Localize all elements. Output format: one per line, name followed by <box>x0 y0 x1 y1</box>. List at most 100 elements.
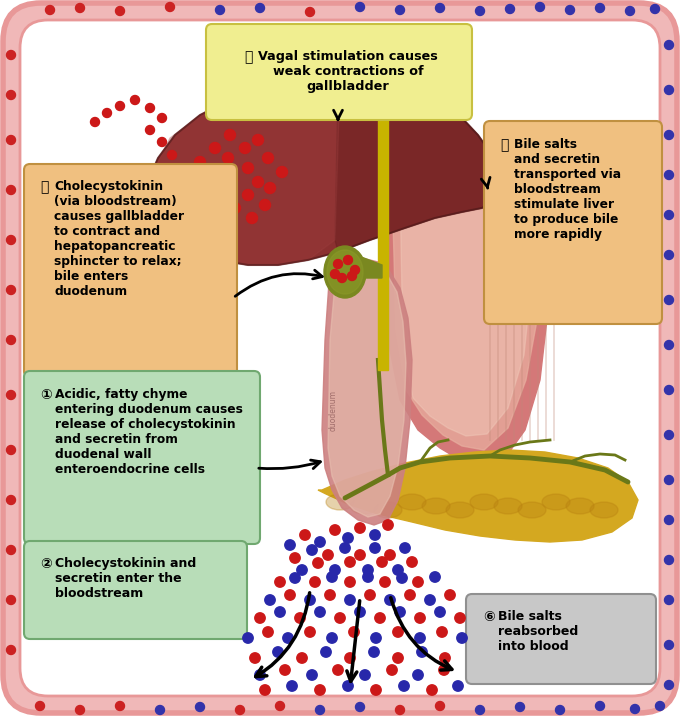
Circle shape <box>239 142 250 153</box>
Circle shape <box>355 523 365 533</box>
Circle shape <box>262 626 273 637</box>
Circle shape <box>396 6 405 14</box>
Circle shape <box>7 546 16 554</box>
Circle shape <box>7 336 16 344</box>
Ellipse shape <box>470 494 498 510</box>
Circle shape <box>222 153 233 163</box>
Circle shape <box>327 633 337 643</box>
Polygon shape <box>340 250 382 278</box>
Circle shape <box>350 266 360 274</box>
Circle shape <box>158 137 167 147</box>
Circle shape <box>664 341 673 349</box>
Polygon shape <box>143 82 340 265</box>
Circle shape <box>75 4 84 12</box>
Circle shape <box>327 572 337 582</box>
FancyBboxPatch shape <box>24 371 260 544</box>
Circle shape <box>343 256 352 264</box>
Ellipse shape <box>518 502 546 518</box>
FancyBboxPatch shape <box>24 541 247 639</box>
Circle shape <box>335 613 345 623</box>
Circle shape <box>435 4 445 12</box>
Circle shape <box>224 130 235 140</box>
Circle shape <box>275 606 285 617</box>
Circle shape <box>158 114 167 122</box>
Circle shape <box>345 577 355 587</box>
Polygon shape <box>328 262 406 517</box>
Circle shape <box>626 6 634 16</box>
Polygon shape <box>322 258 412 525</box>
Circle shape <box>131 95 139 105</box>
Ellipse shape <box>374 502 402 518</box>
Circle shape <box>333 259 343 268</box>
Circle shape <box>35 702 44 710</box>
Circle shape <box>664 385 673 395</box>
Circle shape <box>405 590 415 600</box>
Circle shape <box>596 4 605 12</box>
Circle shape <box>255 613 265 623</box>
Circle shape <box>347 271 356 281</box>
Circle shape <box>360 669 370 680</box>
Circle shape <box>664 680 673 690</box>
Circle shape <box>255 669 265 680</box>
Circle shape <box>333 664 343 675</box>
Circle shape <box>363 572 373 582</box>
Circle shape <box>313 558 323 569</box>
Circle shape <box>664 516 673 525</box>
Circle shape <box>305 626 316 637</box>
Circle shape <box>116 102 124 110</box>
Ellipse shape <box>494 498 522 514</box>
Circle shape <box>413 669 423 680</box>
Circle shape <box>325 590 335 600</box>
Circle shape <box>262 153 273 163</box>
Circle shape <box>343 533 353 543</box>
Circle shape <box>345 557 355 567</box>
Circle shape <box>7 90 16 100</box>
Circle shape <box>46 6 54 14</box>
Circle shape <box>235 705 245 715</box>
Polygon shape <box>335 82 500 252</box>
Circle shape <box>439 664 449 675</box>
Circle shape <box>295 613 305 623</box>
Circle shape <box>356 702 364 712</box>
Circle shape <box>363 565 373 575</box>
Circle shape <box>315 684 325 695</box>
Ellipse shape <box>542 494 570 510</box>
Circle shape <box>90 117 99 127</box>
Circle shape <box>285 590 295 600</box>
Text: Cholecystokinin
(via bloodstream)
causes gallbladder
to contract and
hepatopancr: Cholecystokinin (via bloodstream) causes… <box>54 180 184 298</box>
Circle shape <box>283 633 293 643</box>
Circle shape <box>265 595 275 605</box>
Circle shape <box>385 595 395 605</box>
Circle shape <box>296 653 307 663</box>
Circle shape <box>393 653 403 663</box>
Ellipse shape <box>422 498 450 514</box>
Text: Acidic, fatty chyme
entering duodenum causes
release of cholecystokinin
and secr: Acidic, fatty chyme entering duodenum ca… <box>55 388 243 476</box>
FancyBboxPatch shape <box>206 24 472 120</box>
Polygon shape <box>400 168 534 436</box>
Circle shape <box>345 595 355 605</box>
Circle shape <box>307 545 317 555</box>
Circle shape <box>413 577 423 587</box>
Circle shape <box>146 104 154 112</box>
Circle shape <box>277 167 288 178</box>
Circle shape <box>664 211 673 220</box>
Circle shape <box>116 6 124 16</box>
Circle shape <box>664 170 673 180</box>
Circle shape <box>315 606 325 617</box>
Circle shape <box>664 556 673 564</box>
Circle shape <box>393 565 403 575</box>
Circle shape <box>7 286 16 294</box>
Circle shape <box>396 705 405 715</box>
FancyBboxPatch shape <box>484 121 662 324</box>
Circle shape <box>330 565 340 575</box>
Circle shape <box>307 669 317 680</box>
Circle shape <box>75 705 84 715</box>
Text: Bile salts
and secretin
transported via
bloodstream
stimulate liver
to produce b: Bile salts and secretin transported via … <box>514 138 621 241</box>
Circle shape <box>664 85 673 95</box>
Circle shape <box>7 51 16 59</box>
Circle shape <box>7 445 16 455</box>
Circle shape <box>427 684 437 695</box>
FancyBboxPatch shape <box>3 3 677 713</box>
Circle shape <box>260 200 271 211</box>
Circle shape <box>385 550 395 560</box>
